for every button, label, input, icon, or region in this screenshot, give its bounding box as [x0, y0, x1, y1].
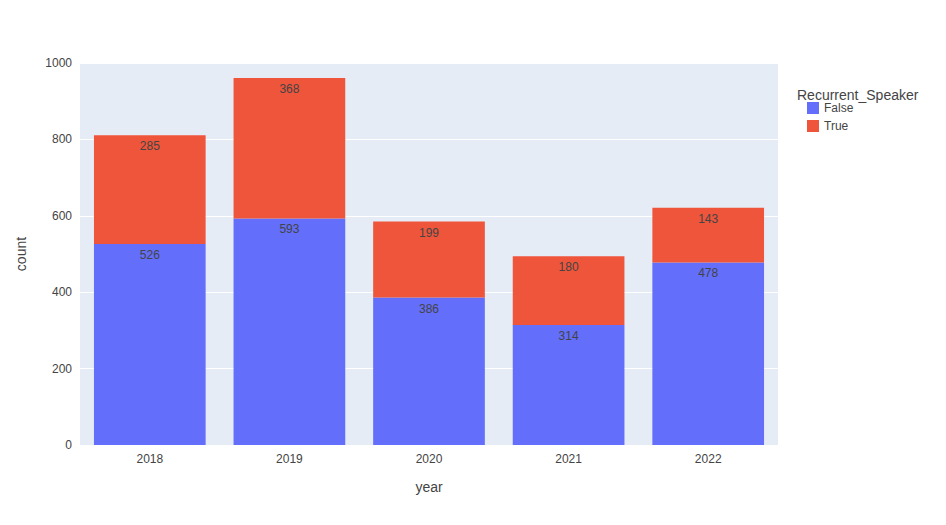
svg-text:368: 368	[279, 82, 299, 96]
svg-text:1000: 1000	[45, 56, 72, 70]
svg-text:143: 143	[698, 212, 718, 226]
svg-text:400: 400	[52, 285, 72, 299]
svg-text:2021: 2021	[555, 452, 582, 466]
svg-text:314: 314	[559, 329, 579, 343]
svg-text:2019: 2019	[276, 452, 303, 466]
svg-text:526: 526	[140, 248, 160, 262]
svg-text:Recurrent_Speaker: Recurrent_Speaker	[797, 87, 919, 103]
svg-text:199: 199	[419, 226, 439, 240]
svg-text:593: 593	[279, 222, 299, 236]
svg-text:600: 600	[52, 209, 72, 223]
svg-text:200: 200	[52, 362, 72, 376]
svg-text:386: 386	[419, 302, 439, 316]
svg-text:2022: 2022	[695, 452, 722, 466]
svg-text:800: 800	[52, 132, 72, 146]
svg-text:2018: 2018	[136, 452, 163, 466]
svg-text:count: count	[13, 237, 29, 271]
svg-text:478: 478	[698, 266, 718, 280]
svg-text:2020: 2020	[416, 452, 443, 466]
svg-text:0: 0	[65, 438, 72, 452]
svg-text:180: 180	[559, 260, 579, 274]
svg-text:year: year	[415, 479, 443, 495]
svg-text:False: False	[824, 101, 854, 115]
svg-text:True: True	[824, 119, 849, 133]
svg-text:285: 285	[140, 139, 160, 153]
